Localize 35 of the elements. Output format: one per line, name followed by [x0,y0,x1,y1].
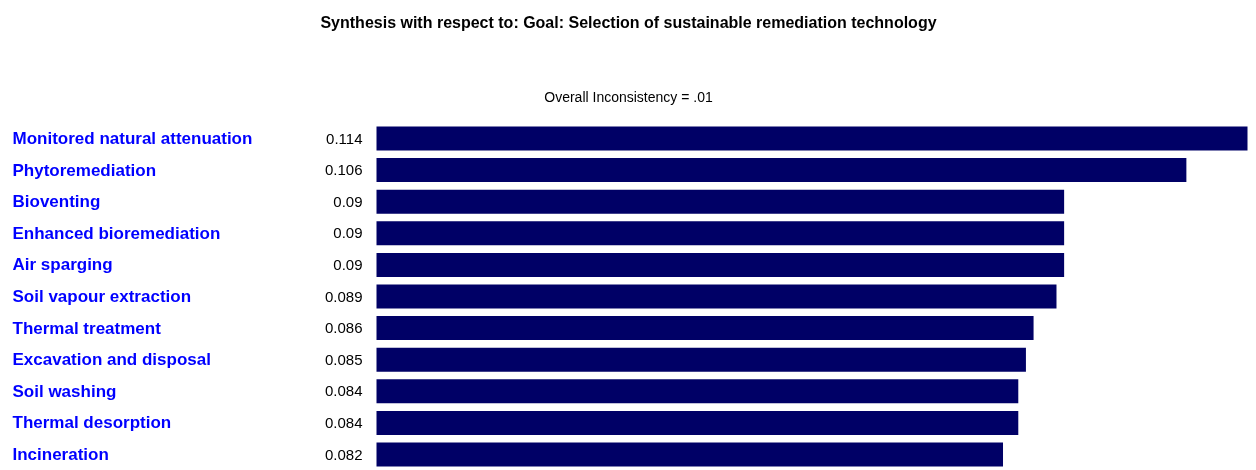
y-tick-label: Excavation and disposal [12,350,211,370]
bar [376,126,1248,151]
y-tick-label: Monitored natural attenuation [12,129,253,148]
data-label: 0.086 [324,319,363,337]
data-label: 0.106 [324,161,363,179]
bar [376,442,1004,467]
data-label: 0.084 [324,382,363,400]
y-tick-label: Phytoremediation [12,160,157,180]
y-tick-label: Soil vapour extraction [12,287,192,306]
bar [376,284,1057,309]
data-label: 0.114 [326,129,363,147]
y-tick-label: Bioventing [12,192,101,212]
chart-title: Synthesis with respect to: Goal: Selection of sustainable remediation technology [320,14,937,31]
bar [376,410,1019,435]
y-tick-label: Air sparging [12,255,113,275]
bar [376,347,1026,372]
data-label: 0.09 [333,224,363,242]
y-tick-label: Thermal desorption [12,413,172,433]
bar [376,316,1034,341]
data-label: 0.084 [324,413,363,431]
bar [376,158,1187,183]
bar [376,221,1065,246]
y-tick-label: Enhanced bioremediation [12,223,221,243]
bar [376,189,1065,214]
chart-subtitle: Overall Inconsistency = .01 [544,88,713,105]
data-label: 0.082 [324,445,363,463]
y-tick-label: Soil washing [12,381,117,401]
bar [376,252,1065,277]
bar [376,379,1019,404]
data-label: 0.085 [324,350,363,368]
data-label: 0.089 [324,287,363,305]
y-tick-label: Thermal treatment [12,318,162,338]
y-tick-label: Incineration [12,445,109,464]
data-label: 0.09 [333,255,363,273]
data-label: 0.09 [333,192,363,210]
